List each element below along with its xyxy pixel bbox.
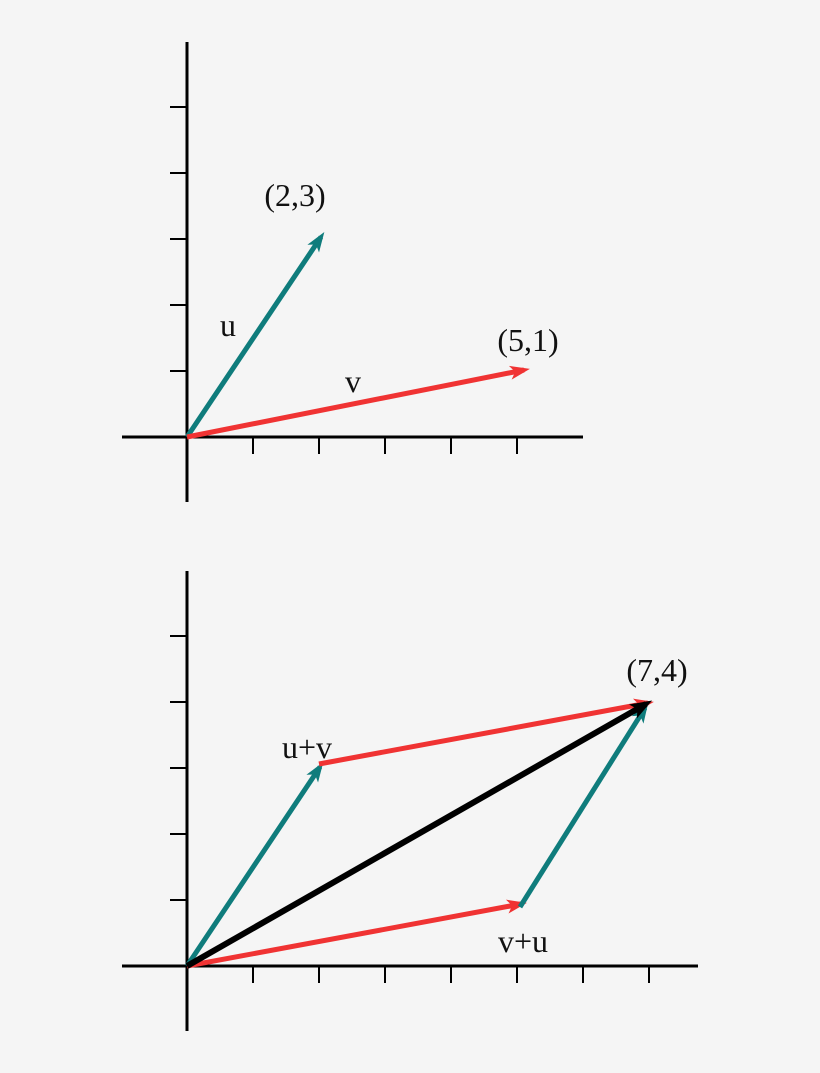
vector-label: v+u [498, 923, 548, 959]
vector-sum [185, 700, 653, 969]
point-label: (2,3) [264, 177, 325, 213]
vector-label: v [345, 363, 361, 399]
vector-label: u [220, 307, 236, 343]
vector-v-shifted [318, 698, 654, 767]
vector-v [186, 899, 527, 969]
point-label: (5,1) [497, 322, 558, 358]
panel-2: (7,4) u+v v+u [122, 571, 698, 1031]
vector-u-shifted [517, 702, 649, 909]
vector-u [184, 762, 324, 968]
panel-1: (2,3) u (5,1) v [122, 42, 583, 502]
vector-label: u+v [282, 729, 332, 765]
point-label: (7,4) [626, 652, 687, 688]
ticks [170, 635, 650, 983]
vector-u [184, 232, 325, 439]
vector-v [186, 365, 530, 440]
ticks [170, 106, 518, 454]
